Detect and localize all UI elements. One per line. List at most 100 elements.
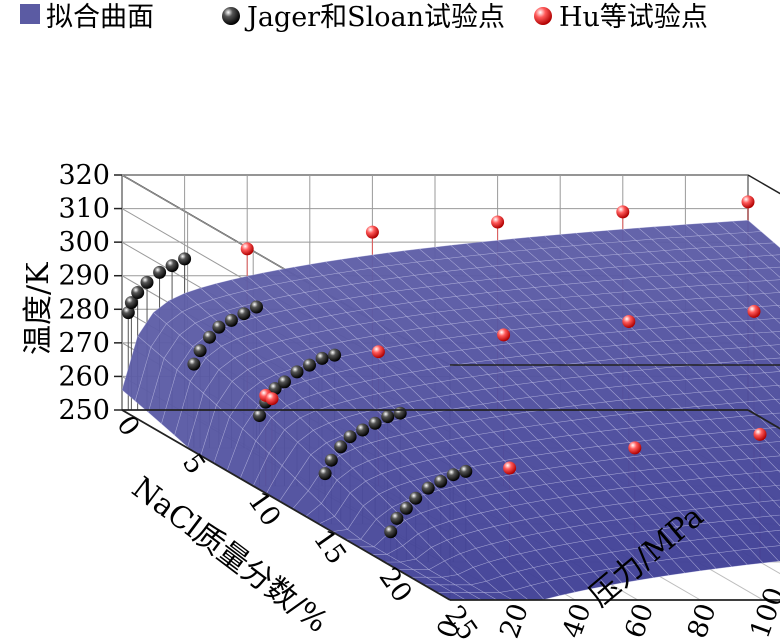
- surface-patch-206: [771, 412, 780, 422]
- y-tick-label-60: 60: [619, 600, 660, 643]
- data-point-s1-12: [753, 427, 767, 441]
- surface-patch-182: [725, 503, 756, 520]
- surface-patch-672: [606, 228, 637, 243]
- surface-patch-333: [722, 347, 753, 362]
- fitted-surface: [121, 219, 780, 601]
- data-point-s0-12: [237, 307, 251, 321]
- surface-patch-476: [669, 299, 700, 313]
- surface-patch-422: [540, 513, 571, 531]
- surface-patch-283: [691, 433, 722, 449]
- legend: 拟合曲面 Jager和Sloan试验点 Hu等试验点: [20, 2, 708, 33]
- surface-patch-368: [589, 489, 620, 507]
- surface-patch-969: [244, 287, 275, 303]
- surface-patch-302: [675, 435, 706, 451]
- z-tick-label-260: 260: [58, 361, 110, 392]
- data-point-s0-24: [334, 440, 348, 454]
- data-point-s0-0: [121, 306, 135, 320]
- surface-patch-243: [701, 461, 732, 478]
- surface-patch-405: [716, 295, 747, 310]
- surface-patch-540: [640, 288, 671, 303]
- surface-patch-978: [230, 275, 261, 292]
- surface-patch-474: [469, 580, 501, 593]
- surface-patch-619: [516, 382, 547, 398]
- surface-patch-987: [199, 283, 230, 300]
- surface-patch-908: [332, 297, 363, 313]
- data-point-s0-26: [356, 423, 370, 437]
- surface-patch-188: [707, 520, 738, 538]
- surface-patch-692: [590, 230, 622, 244]
- surface-patch-498: [514, 486, 545, 504]
- surface-patch-375: [690, 350, 721, 365]
- legend-marker-jager: [222, 7, 240, 25]
- surface-patch-129: [749, 546, 780, 564]
- surface-patch-630: [637, 226, 668, 240]
- surface-patch-824: [364, 377, 395, 394]
- surface-patch-563: [684, 223, 715, 237]
- surface-patch-844: [390, 316, 421, 332]
- surface-patch-515: [715, 220, 747, 234]
- data-point-s0-18: [290, 365, 304, 379]
- data-point-s0-19: [303, 358, 316, 372]
- surface-patch-707: [554, 258, 585, 272]
- data-point-s1-11: [628, 441, 642, 455]
- data-point-s0-7: [187, 357, 201, 371]
- data-point-s1-7: [622, 315, 636, 328]
- legend-label-surface: 拟合曲面: [46, 2, 154, 33]
- y-tick-label-80: 80: [682, 600, 723, 643]
- surface-patch-719: [556, 245, 588, 259]
- surface-patch-490: [731, 219, 762, 233]
- data-point-s0-37: [459, 464, 473, 478]
- data-point-s0-35: [434, 474, 448, 488]
- surface-patch-847: [351, 365, 382, 382]
- data-point-s0-21: [328, 348, 342, 362]
- surface-patch-803: [398, 356, 429, 373]
- axes-box-front: [121, 174, 780, 601]
- surface-patch-864: [297, 429, 327, 456]
- surface-patch-364: [569, 524, 600, 542]
- surface-patch-627: [557, 322, 588, 337]
- surface-patch-589: [490, 444, 521, 461]
- surface-patch-326: [621, 485, 652, 502]
- data-point-s0-27: [368, 416, 382, 430]
- surface-patch-730: [559, 232, 590, 247]
- surface-patch-699: [373, 531, 404, 555]
- surface-patch-394: [594, 459, 625, 476]
- surface-patch-759: [486, 290, 518, 305]
- surface-patch-197: [709, 505, 740, 522]
- surface-patch-890: [345, 309, 377, 325]
- data-point-s0-29: [393, 406, 407, 420]
- surface-patch-373: [550, 543, 581, 562]
- surface-patch-381: [592, 474, 623, 491]
- data-point-s0-33: [409, 491, 423, 505]
- surface-patch-725: [399, 446, 429, 465]
- data-point-s1-16: [265, 392, 279, 406]
- surface-patch-607: [454, 482, 484, 500]
- surface-patch-210: [673, 540, 704, 558]
- surface-patch-870: [418, 246, 449, 261]
- z-tick-label-320: 320: [58, 160, 110, 191]
- surface-patch-705: [474, 359, 505, 375]
- data-point-s1-5: [371, 345, 385, 359]
- surface-patch-962: [259, 283, 290, 300]
- surface-patch-680: [588, 242, 619, 256]
- data-point-s1-0: [240, 242, 254, 256]
- surface-patch-903: [351, 281, 382, 297]
- surface-patch-686: [430, 440, 461, 458]
- surface-patch-765: [528, 235, 559, 249]
- surface-patch-419: [718, 282, 750, 297]
- z-tick-label-310: 310: [58, 194, 110, 225]
- surface-patch-751: [365, 473, 396, 495]
- data-point-s1-2: [491, 215, 505, 229]
- surface-patch-993: [147, 357, 178, 425]
- surface-patch-147: [775, 484, 780, 491]
- data-point-s1-10: [503, 461, 517, 475]
- surface-patch-528: [519, 454, 550, 472]
- surface-patch-282: [750, 358, 780, 374]
- surface-patch-215: [774, 398, 780, 405]
- x-tick-label-0: 0: [110, 410, 145, 442]
- surface-patch-706: [414, 443, 445, 461]
- data-point-s0-34: [421, 481, 435, 495]
- surface-patch-746: [403, 414, 435, 432]
- surface-patch-503: [534, 452, 565, 469]
